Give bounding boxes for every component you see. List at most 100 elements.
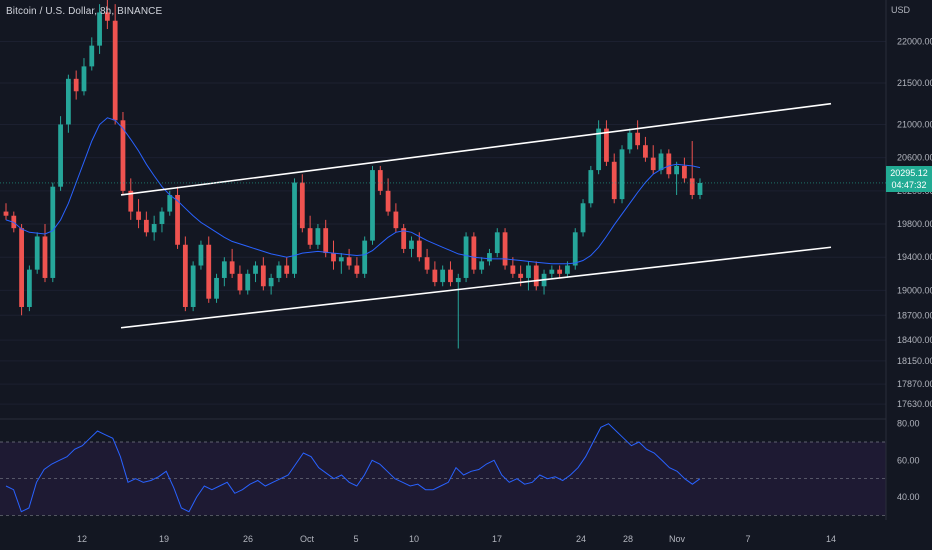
channel-line[interactable] [120, 102, 832, 196]
candle-body [237, 273, 243, 291]
candle-body [198, 244, 204, 266]
price-tick-label: 18700.00 [897, 310, 932, 320]
candle-body [331, 253, 336, 262]
candle-body [377, 170, 383, 191]
candle-body [221, 261, 227, 278]
candle-body [19, 228, 24, 307]
candle-body [229, 261, 235, 274]
time-tick-label: 14 [826, 534, 836, 544]
candle-body [206, 244, 212, 299]
candle-body [50, 186, 56, 278]
channel-line[interactable] [120, 246, 832, 329]
candle-body [73, 78, 79, 92]
candle-body [510, 265, 516, 274]
candle-body [682, 165, 687, 179]
candle-body [112, 20, 118, 121]
candle-body [65, 78, 71, 125]
bar-countdown: 04:47:32 [891, 180, 927, 190]
time-tick-label: Nov [669, 534, 686, 544]
candle-body [89, 45, 95, 67]
candle-body [299, 182, 305, 229]
candle-body [268, 277, 274, 287]
price-tick-label: 18400.00 [897, 335, 932, 345]
candle-body [448, 269, 453, 283]
rsi-tick-label: 80.00 [897, 419, 920, 429]
price-tick-label: 19000.00 [897, 285, 932, 295]
price-tick-label: 19400.00 [897, 252, 932, 262]
candle-body [338, 257, 344, 262]
candle-body [572, 232, 578, 266]
time-tick-label: 26 [243, 534, 253, 544]
candle-body [167, 194, 173, 212]
candle-body [260, 265, 266, 287]
candle-body [643, 145, 648, 158]
candle-body [97, 12, 102, 46]
candle-body [440, 269, 446, 283]
price-tick-label: 17870.00 [897, 379, 932, 389]
candle-body [284, 265, 290, 274]
candle-body [627, 132, 633, 150]
candle-body [175, 194, 180, 245]
rsi-line [5, 423, 701, 513]
candle-body [276, 265, 282, 278]
candle-body [658, 153, 664, 171]
candle-body [34, 236, 40, 270]
candle-body [385, 190, 391, 212]
candle-body [245, 273, 251, 291]
candle-body [635, 132, 641, 146]
candle-body [588, 170, 594, 204]
price-tick-label: 20600.00 [897, 153, 932, 163]
candle-body [604, 128, 609, 162]
price-tick-label: 19800.00 [897, 219, 932, 229]
candle-body [494, 232, 500, 254]
rsi-tick-label: 60.00 [897, 455, 920, 465]
candle-body [307, 228, 313, 245]
time-tick-label: Oct [300, 534, 315, 544]
candle-body [292, 182, 297, 274]
candle-body [159, 211, 165, 225]
candle-body [143, 219, 149, 233]
rsi-axis: 80.00 60.00 40.00 [897, 419, 920, 502]
rsi-tick-label: 40.00 [897, 492, 920, 502]
candle-body [650, 157, 656, 171]
channel-lines-group [120, 102, 832, 329]
candle-body [619, 149, 625, 200]
time-tick-label: 10 [409, 534, 419, 544]
candle-body [471, 236, 477, 270]
price-tick-label: 17630.00 [897, 399, 932, 409]
last-price-value: 20295.12 [890, 168, 928, 178]
candle-body [502, 232, 508, 266]
candle-body [42, 236, 48, 278]
candle-body [455, 277, 461, 283]
candle-body [151, 224, 157, 233]
candle-body [580, 203, 586, 233]
rsi-pane-band [0, 441, 886, 516]
price-tick-label: 21000.00 [897, 119, 932, 129]
candle-body [182, 244, 188, 307]
time-tick-label: 5 [353, 534, 358, 544]
candle-body [479, 261, 485, 270]
candle-body [549, 269, 555, 274]
last-price-tag: 20295.12 04:47:32 [886, 166, 932, 192]
candle-body [81, 66, 87, 92]
time-tick-label: 19 [159, 534, 169, 544]
candle-body [3, 211, 9, 216]
time-tick-label: 28 [623, 534, 633, 544]
candle-body [346, 257, 352, 266]
candle-body [104, 12, 110, 21]
candle-body [487, 253, 492, 262]
candle-body [432, 269, 438, 283]
candle-body [596, 128, 602, 171]
candle-body [401, 228, 407, 249]
currency-label: USD [890, 5, 910, 15]
candle-body [557, 269, 563, 274]
candle-body [674, 165, 679, 175]
candles-group [3, 0, 703, 349]
candle-body [214, 277, 219, 299]
candle-body [666, 153, 672, 175]
candle-body [354, 265, 360, 274]
time-tick-label: 24 [576, 534, 586, 544]
time-axis: 12 19 26 Oct 5 10 17 24 28 Nov 7 14 [77, 534, 836, 544]
price-tick-label: 18150.00 [897, 356, 932, 366]
